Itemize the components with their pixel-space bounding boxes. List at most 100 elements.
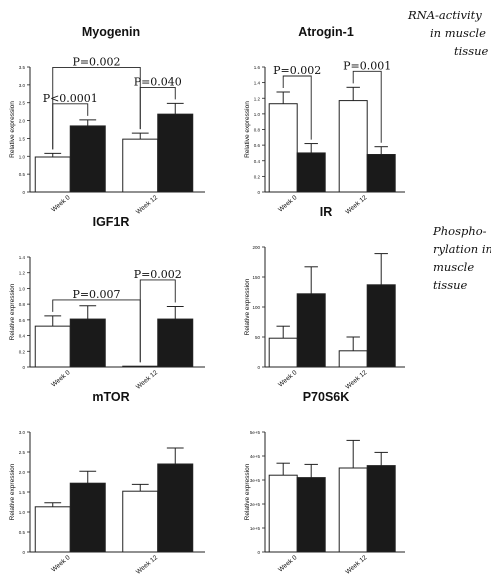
y-tick-label: 1.5 xyxy=(19,490,26,495)
bar-open xyxy=(338,100,368,193)
y-tick-label: 2.5 xyxy=(19,450,26,455)
y-tick-label: 0 xyxy=(22,550,25,555)
y-tick-label: 5e+5 xyxy=(250,430,261,435)
y-tick-label: 2.0 xyxy=(19,119,26,124)
y-tick-label: 1.5 xyxy=(19,136,26,141)
significance-bracket xyxy=(139,279,176,363)
x-tick-label: Week 0 xyxy=(277,554,299,574)
y-axis-label: Relative expression xyxy=(9,463,16,520)
y-tick-label: 1.4 xyxy=(254,81,261,86)
bar-open xyxy=(34,156,71,193)
bar-open xyxy=(34,325,71,368)
bar-filled xyxy=(366,465,396,553)
bar-open xyxy=(338,350,368,368)
significance-bracket xyxy=(52,66,141,150)
phosphorylation-note: Phospho- rylation in muscle tissue xyxy=(433,222,491,294)
y-tick-label: 0.4 xyxy=(254,159,261,164)
y-tick-label: 0.2 xyxy=(254,174,261,179)
y-axis-label: Relative expression xyxy=(9,283,16,340)
p-value-label: P=0.002 xyxy=(273,64,321,77)
y-tick-label: 100 xyxy=(252,305,260,310)
bar-filled xyxy=(69,318,106,368)
note-line: muscle xyxy=(433,260,475,274)
x-tick-label: Week 12 xyxy=(344,194,368,216)
chart-title: Myogenin xyxy=(82,25,140,39)
bar-filled xyxy=(69,482,106,553)
bar-filled xyxy=(157,463,194,553)
chart-title: mTOR xyxy=(92,390,129,404)
y-tick-label: 50 xyxy=(255,335,261,340)
x-tick-label: Week 0 xyxy=(277,194,299,214)
x-tick-label: Week 12 xyxy=(135,369,159,391)
bar-open xyxy=(268,103,298,193)
chart-title: P70S6K xyxy=(303,390,350,404)
x-tick-label: Week 12 xyxy=(135,194,159,216)
y-tick-label: 1.0 xyxy=(19,154,26,159)
y-tick-label: 0 xyxy=(22,365,25,370)
y-axis-label: Relative expression xyxy=(244,278,251,335)
x-tick-label: Week 0 xyxy=(50,369,72,389)
y-tick-label: 1.0 xyxy=(254,112,261,117)
y-tick-label: 0.6 xyxy=(254,143,261,148)
y-axis-label: Relative expression xyxy=(244,101,251,158)
y-tick-label: 0.8 xyxy=(254,128,261,133)
bar-filled xyxy=(296,477,326,553)
y-tick-label: 0.5 xyxy=(19,530,26,535)
significance-bracket xyxy=(282,75,312,140)
p-value-label: P=0.002 xyxy=(134,268,182,281)
y-tick-label: 1.2 xyxy=(19,271,26,276)
bar-open xyxy=(268,337,298,368)
y-tick-label: 0 xyxy=(257,550,260,555)
x-tick-label: Week 12 xyxy=(344,369,368,391)
y-axis-label: Relative expression xyxy=(9,101,16,158)
y-tick-label: 3e+5 xyxy=(250,478,261,483)
bar-filled xyxy=(366,284,396,368)
y-tick-label: 2.5 xyxy=(19,101,26,106)
chart-title: Atrogin-1 xyxy=(298,25,354,39)
significance-bracket xyxy=(352,70,382,143)
x-tick-label: Week 0 xyxy=(50,554,72,574)
p-value-label: P=0.007 xyxy=(72,288,120,301)
y-tick-label: 2e+5 xyxy=(250,502,261,507)
note-line: RNA-activity xyxy=(408,8,482,22)
y-tick-label: 2.0 xyxy=(19,470,26,475)
y-tick-label: 3.0 xyxy=(19,83,26,88)
bar-filled xyxy=(296,293,326,368)
y-tick-label: 0.6 xyxy=(19,318,26,323)
y-tick-label: 0 xyxy=(257,365,260,370)
p-value-label: P=0.002 xyxy=(72,55,120,68)
note-line: in muscle xyxy=(430,26,486,40)
y-tick-label: 0.5 xyxy=(19,172,26,177)
chart-title: IR xyxy=(320,205,333,219)
y-tick-label: 3.0 xyxy=(19,430,26,435)
note-line: tissue xyxy=(433,278,468,292)
y-tick-label: 150 xyxy=(252,275,260,280)
bar-open xyxy=(34,506,71,553)
y-tick-label: 0.4 xyxy=(19,334,26,339)
y-tick-label: 0.8 xyxy=(19,302,26,307)
bar-filled xyxy=(296,152,326,193)
y-tick-label: 1e+5 xyxy=(250,526,261,531)
bar-filled xyxy=(69,125,106,193)
y-tick-label: 1.2 xyxy=(254,96,261,101)
x-tick-label: Week 12 xyxy=(135,554,159,576)
p-value-label: P=0.040 xyxy=(134,75,182,88)
bar-filled xyxy=(157,318,194,368)
y-tick-label: 200 xyxy=(252,245,260,250)
bar-filled xyxy=(366,154,396,193)
note-line: rylation in xyxy=(433,242,491,256)
p-value-label: P=0.001 xyxy=(343,59,391,72)
x-tick-label: Week 0 xyxy=(50,194,72,214)
p-value-label: P<0.0001 xyxy=(43,92,98,105)
y-axis-label: Relative expression xyxy=(244,463,251,520)
chart-title: IGF1R xyxy=(93,215,130,229)
y-tick-label: 0.2 xyxy=(19,349,26,354)
bar-open xyxy=(338,467,368,553)
bar-filled xyxy=(157,113,194,193)
bar-open xyxy=(268,474,298,553)
y-tick-label: 1.6 xyxy=(254,65,261,70)
y-tick-label: 4e+5 xyxy=(250,454,261,459)
bar-open xyxy=(122,138,159,193)
x-tick-label: Week 12 xyxy=(344,554,368,576)
